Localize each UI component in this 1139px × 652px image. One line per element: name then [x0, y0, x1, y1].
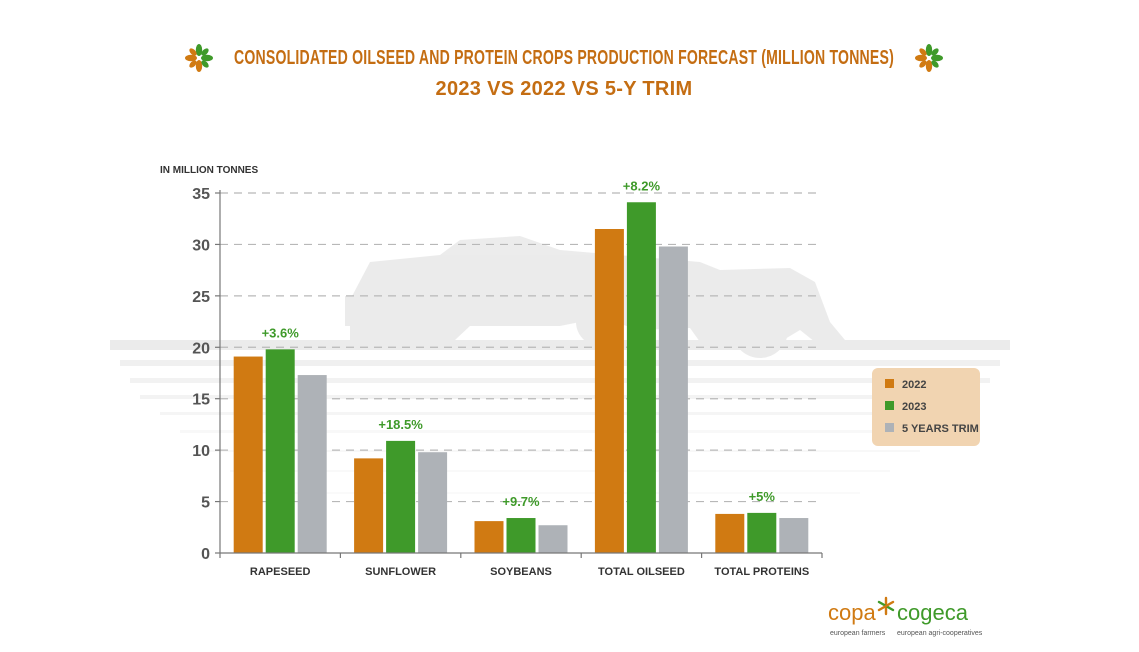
chart-subtitle: 2023 VS 2022 VS 5-Y TRIM — [436, 78, 693, 100]
bar-total-oilseed-2023 — [626, 202, 656, 553]
logo-cogeca-text: cogeca — [897, 600, 969, 625]
bar-total-oilseed-2022 — [594, 229, 624, 553]
y-tick-label: 20 — [192, 340, 210, 357]
y-tick-label: 25 — [192, 289, 210, 306]
bar-rapeseed-2022 — [233, 356, 263, 553]
legend-swatch-2022 — [885, 379, 894, 388]
logo-copa-tagline: european farmers — [830, 630, 886, 637]
bar-total-oilseed-5-years-trim — [658, 246, 688, 553]
bar-sunflower-2022 — [354, 458, 384, 553]
y-tick-label: 35 — [192, 186, 210, 203]
bar-rapeseed-5-years-trim — [297, 375, 327, 553]
bar-sunflower-5-years-trim — [418, 452, 448, 553]
flower-ornament-icon — [915, 44, 943, 72]
x-category-label: TOTAL PROTEINS — [714, 566, 809, 578]
change-label: +18.5% — [378, 417, 423, 432]
legend-swatch-5y-trim — [885, 423, 894, 432]
change-label: +5% — [749, 489, 776, 504]
logo-copa-text: copa — [828, 600, 876, 625]
bar-total-proteins-5-years-trim — [779, 518, 809, 553]
legend: 2022 2023 5 YEARS TRIM — [872, 368, 980, 446]
bar-sunflower-2023 — [386, 440, 416, 553]
bar-total-proteins-2023 — [747, 512, 777, 553]
chart-title: CONSOLIDATED OILSEED AND PROTEIN CROPS P… — [234, 47, 894, 69]
legend-label-2022: 2022 — [902, 379, 926, 391]
y-tick-label: 10 — [192, 443, 210, 460]
logo-cogeca-tagline: european agri-cooperatives — [897, 630, 983, 637]
x-category-label: SUNFLOWER — [365, 566, 436, 578]
y-tick-label: 0 — [201, 546, 210, 563]
bar-soybeans-5-years-trim — [538, 525, 568, 553]
x-axis-categories: RAPESEED SUNFLOWER SOYBEANS TOTAL OILSEED TO… — [250, 566, 809, 578]
x-category-label: RAPESEED — [250, 566, 311, 578]
bar-rapeseed-2023 — [265, 349, 295, 553]
flower-ornament-icon — [185, 44, 213, 72]
change-label: +8.2% — [623, 178, 661, 193]
bar-total-proteins-2022 — [715, 513, 745, 553]
bar-soybeans-2023 — [506, 518, 536, 553]
change-labels: +3.6% +18.5% +9.7% +8.2% +5% — [262, 178, 776, 509]
change-label: +3.6% — [262, 325, 300, 340]
bar-soybeans-2022 — [474, 521, 504, 553]
y-tick-label: 15 — [192, 392, 210, 409]
asterisk-flower-icon — [877, 596, 895, 616]
legend-box — [872, 368, 980, 446]
x-category-label: SOYBEANS — [490, 566, 552, 578]
y-tick-label: 30 — [192, 237, 210, 254]
legend-label-2023: 2023 — [902, 401, 926, 413]
y-axis-label: IN MILLION TONNES — [160, 165, 258, 176]
bar-series — [233, 202, 809, 553]
y-axis-ticks: 0 5 10 15 20 25 30 35 — [192, 186, 220, 563]
y-tick-label: 5 — [201, 495, 210, 512]
copa-cogeca-logo: copa cogeca european farmers european ag… — [828, 596, 983, 637]
legend-swatch-2023 — [885, 401, 894, 410]
change-label: +9.7% — [502, 494, 540, 509]
x-axis-tick-marks — [219, 553, 823, 558]
x-category-label: TOTAL OILSEED — [598, 566, 685, 578]
field-rows — [110, 340, 1010, 494]
legend-label-5y-trim: 5 YEARS TRIM — [902, 423, 979, 435]
